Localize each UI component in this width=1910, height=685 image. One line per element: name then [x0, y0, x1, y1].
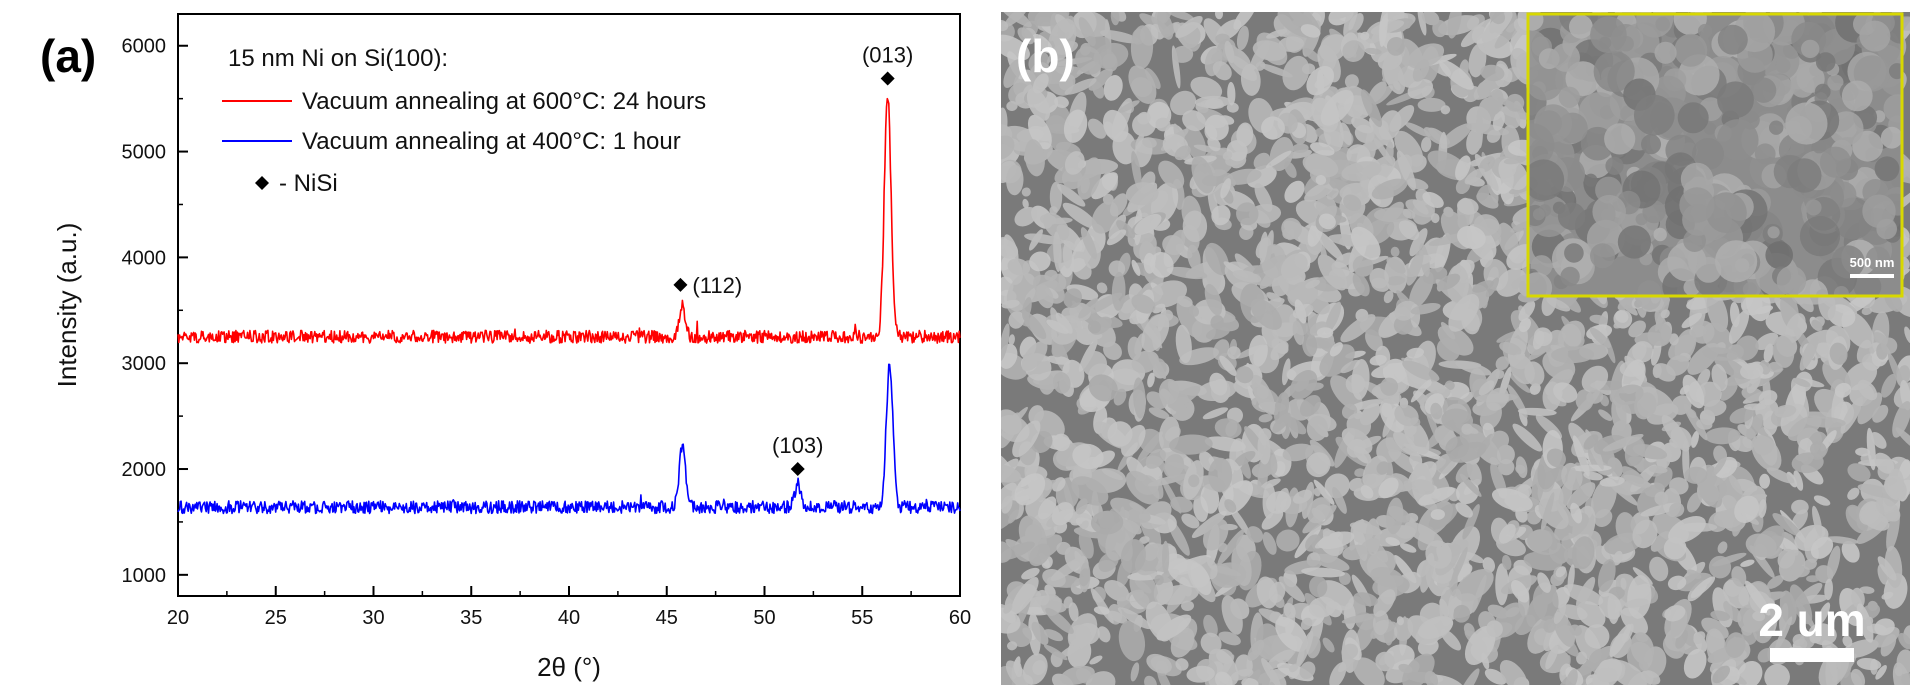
x-tick-label: 30 [362, 607, 384, 629]
legend-label-400c: Vacuum annealing at 400°C: 1 hour [302, 128, 681, 155]
sem-inset-border [1526, 12, 1904, 298]
y-tick-label: 3000 [122, 353, 167, 375]
x-tick-label: 60 [949, 607, 971, 629]
sem-inset-texture [1528, 14, 1902, 296]
peak-diamond-marker [790, 462, 805, 477]
x-tick-label: 35 [460, 607, 482, 629]
inset-scale-bar-label: 500 nm [1850, 255, 1895, 270]
y-tick-label: 6000 [122, 36, 167, 58]
scale-bar-label: 2 um [1758, 594, 1865, 646]
y-tick-label: 5000 [122, 142, 167, 164]
tick-labels: 20 25 30 35 40 45 50 55 60 1000 2000 3000 4000 5000 60… [122, 36, 972, 629]
x-axis-title: 2θ (°) [537, 652, 601, 682]
xrd-chart-panel: (a) (013) (112) (103) 20 25 30 35 40 45 50 55 60 10… [40, 13, 972, 682]
inset-scale-bar [1850, 274, 1894, 278]
y-tick-label: 2000 [122, 459, 167, 481]
panel-b-label: (b) [1016, 30, 1075, 82]
peak-markers: (013) (112) (103) [673, 43, 913, 477]
x-tick-label: 50 [753, 607, 775, 629]
y-tick-label: 1000 [122, 565, 167, 587]
series-line-600c [177, 97, 961, 344]
panel-a-label: (a) [40, 30, 96, 82]
legend-diamond-marker [255, 176, 269, 190]
legend-label-nisi: - NiSi [279, 170, 338, 197]
peak-label: (013) [862, 43, 913, 68]
x-tick-label: 45 [656, 607, 678, 629]
x-tick-label: 55 [851, 607, 873, 629]
series-line-400c [177, 363, 961, 515]
legend: 15 nm Ni on Si(100): Vacuum annealing at… [222, 45, 706, 197]
scale-bar [1770, 648, 1854, 662]
y-tick-label: 4000 [122, 247, 167, 269]
series-layer [177, 97, 961, 515]
peak-diamond-marker [880, 71, 895, 86]
x-tick-label: 25 [265, 607, 287, 629]
x-tick-label: 40 [558, 607, 580, 629]
x-tick-label: 20 [167, 607, 189, 629]
sem-image-panel: 500 nm (b) 2 um [1001, 12, 1910, 685]
peak-label: (112) [692, 273, 742, 298]
peak-label: (103) [772, 433, 823, 458]
y-axis-title: Intensity (a.u.) [52, 223, 82, 388]
peak-diamond-marker [673, 277, 688, 292]
legend-label-600c: Vacuum annealing at 600°C: 24 hours [302, 88, 706, 115]
legend-title: 15 nm Ni on Si(100): [228, 45, 448, 72]
axis-ticks [177, 44, 961, 596]
